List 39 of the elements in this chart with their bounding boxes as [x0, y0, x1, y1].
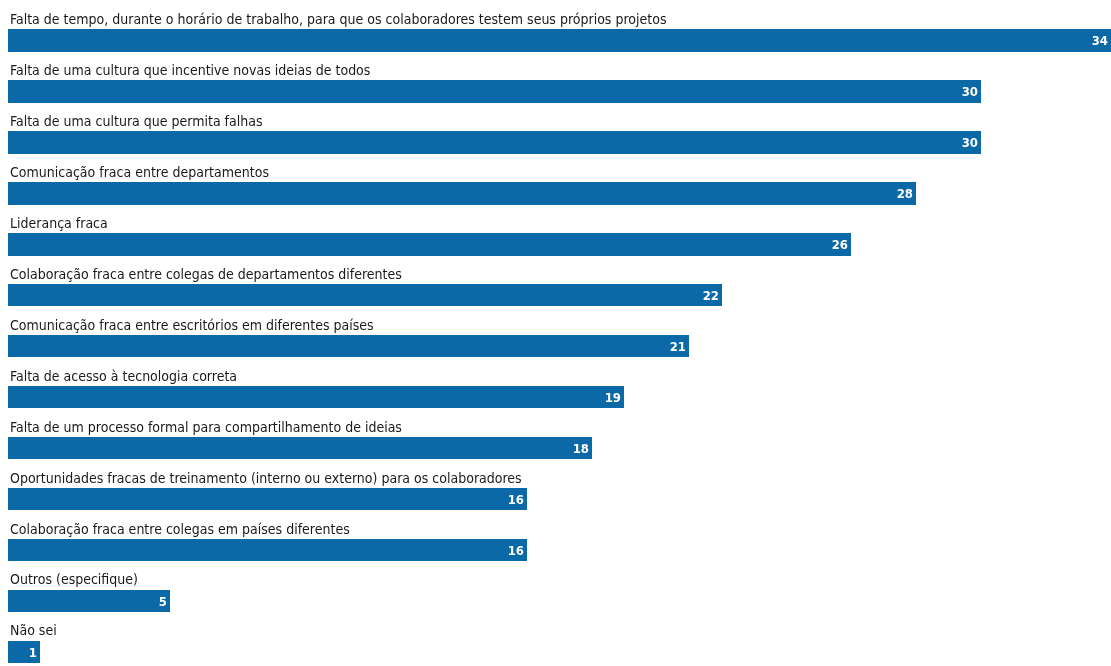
bar — [8, 284, 722, 306]
y-tick-label: Não sei — [10, 622, 57, 638]
bar — [8, 335, 689, 357]
data-label: 28 — [896, 186, 913, 201]
bar — [8, 182, 916, 205]
bar — [8, 488, 527, 510]
y-tick-label: Falta de uma cultura que incentive novas ideias de todos — [10, 62, 371, 78]
data-label: 21 — [669, 338, 686, 354]
bar — [8, 80, 981, 103]
data-label: 5 — [158, 593, 167, 609]
y-tick-label: Colaboração fraca entre colegas em países diferentes — [10, 521, 350, 537]
data-label: 16 — [507, 491, 524, 507]
bar — [8, 233, 851, 256]
bar — [8, 590, 170, 612]
bar — [8, 131, 981, 154]
y-tick-label: Colaboração fraca entre colegas de departamentos diferentes — [10, 266, 402, 282]
data-label: 26 — [831, 237, 848, 252]
y-tick-label: Falta de uma cultura que permita falhas — [10, 113, 263, 129]
y-tick-label: Falta de acesso à tecnologia correta — [10, 368, 238, 384]
y-tick-label: Falta de um processo formal para compartilhamento de ideias — [10, 419, 402, 435]
y-tick-label: Outros (especifique) — [10, 571, 138, 587]
data-label: 18 — [572, 440, 589, 456]
y-tick-label: Falta de tempo, durante o horário de trabalho, para que os colaboradores testem seus próprios projetos — [10, 11, 667, 27]
y-tick-label: Comunicação fraca entre departamentos — [10, 164, 269, 180]
bar — [8, 539, 527, 561]
bar — [8, 29, 1111, 52]
bar — [8, 641, 40, 663]
data-label: 34 — [1091, 33, 1108, 48]
bar — [8, 386, 624, 408]
y-tick-label: Liderança fraca — [10, 215, 108, 231]
data-label: 30 — [961, 84, 978, 99]
data-label: 1 — [28, 644, 37, 660]
data-label: 30 — [961, 135, 978, 150]
y-tick-label: Oportunidades fracas de treinamento (interno ou externo) para os colaboradores — [10, 470, 522, 486]
data-label: 22 — [702, 287, 719, 303]
data-label: 19 — [604, 389, 621, 405]
bar — [8, 437, 592, 459]
y-tick-label: Comunicação fraca entre escritórios em diferentes países — [10, 317, 374, 333]
data-label: 16 — [507, 542, 524, 558]
